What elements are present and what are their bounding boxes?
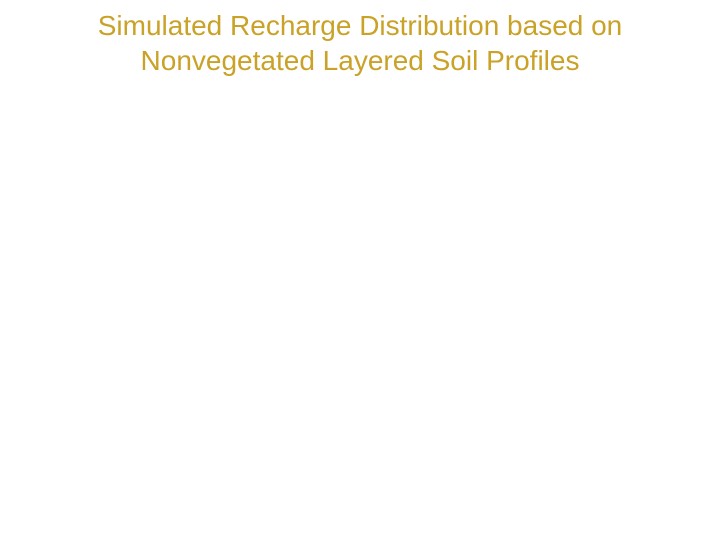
title-line-2: Nonvegetated Layered Soil Profiles — [50, 43, 670, 78]
slide-title: Simulated Recharge Distribution based on… — [0, 8, 720, 78]
title-line-1: Simulated Recharge Distribution based on — [50, 8, 670, 43]
